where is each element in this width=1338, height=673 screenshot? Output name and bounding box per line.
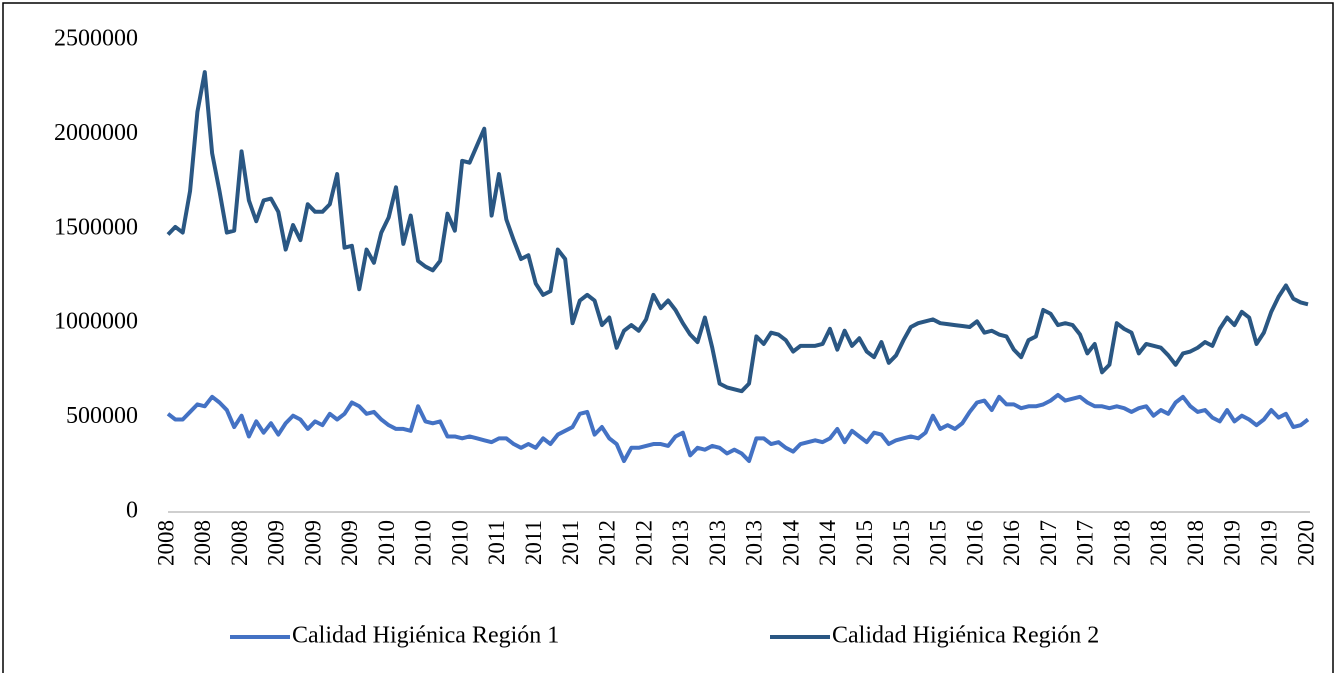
x-tick-label: 2009 [300,520,325,566]
y-tick-label: 1000000 [54,309,138,335]
x-tick-label: 2010 [411,520,436,566]
x-tick-label: 2016 [999,520,1024,566]
x-tick-label: 2008 [190,520,215,566]
x-tick-label: 2017 [1036,520,1061,566]
x-tick-label: 2018 [1109,520,1134,566]
x-tick-label: 2010 [374,520,399,566]
x-tick-label: 2011 [558,520,583,565]
y-tick-label: 2000000 [54,120,138,146]
series-line [166,392,1310,464]
x-tick-label: 2017 [1073,520,1098,566]
x-tick-label: 2018 [1183,520,1208,566]
x-tick-label: 2012 [631,520,656,566]
y-tick-label: 2500000 [54,26,138,52]
x-tick-label: 2019 [1220,520,1245,566]
x-tick-label: 2016 [962,520,987,566]
x-tick-label: 2013 [668,520,693,566]
y-tick-label: 0 [126,498,138,524]
x-tick-label: 2013 [742,520,767,566]
x-tick-label: 2009 [264,520,289,566]
x-tick-label: 2015 [852,520,877,566]
x-tick-label: 2015 [889,520,914,566]
x-tick-label: 2011 [521,520,546,565]
x-tick-label: 2011 [484,520,509,565]
series-line [166,70,1309,394]
x-tick-label: 2020 [1293,520,1318,566]
x-tick-label: 2014 [815,520,840,567]
x-tick-label: 2013 [705,520,730,566]
x-tick-label: 2010 [447,520,472,566]
x-tick-label: 2018 [1146,520,1171,566]
y-tick-label: 1500000 [54,214,138,240]
x-tick-label: 2019 [1257,520,1282,566]
y-tick-label: 500000 [66,403,138,429]
x-tick-label: 2012 [595,520,620,566]
x-tick-label: 2008 [227,520,252,566]
x-tick-label: 2008 [153,520,178,566]
x-tick-label: 2015 [926,520,951,566]
x-tick-label: 2009 [337,520,362,566]
legend-label: Calidad Higiénica Región 2 [832,623,1099,649]
x-tick-label: 2014 [778,520,803,567]
legend-label: Calidad Higiénica Región 1 [292,623,559,649]
